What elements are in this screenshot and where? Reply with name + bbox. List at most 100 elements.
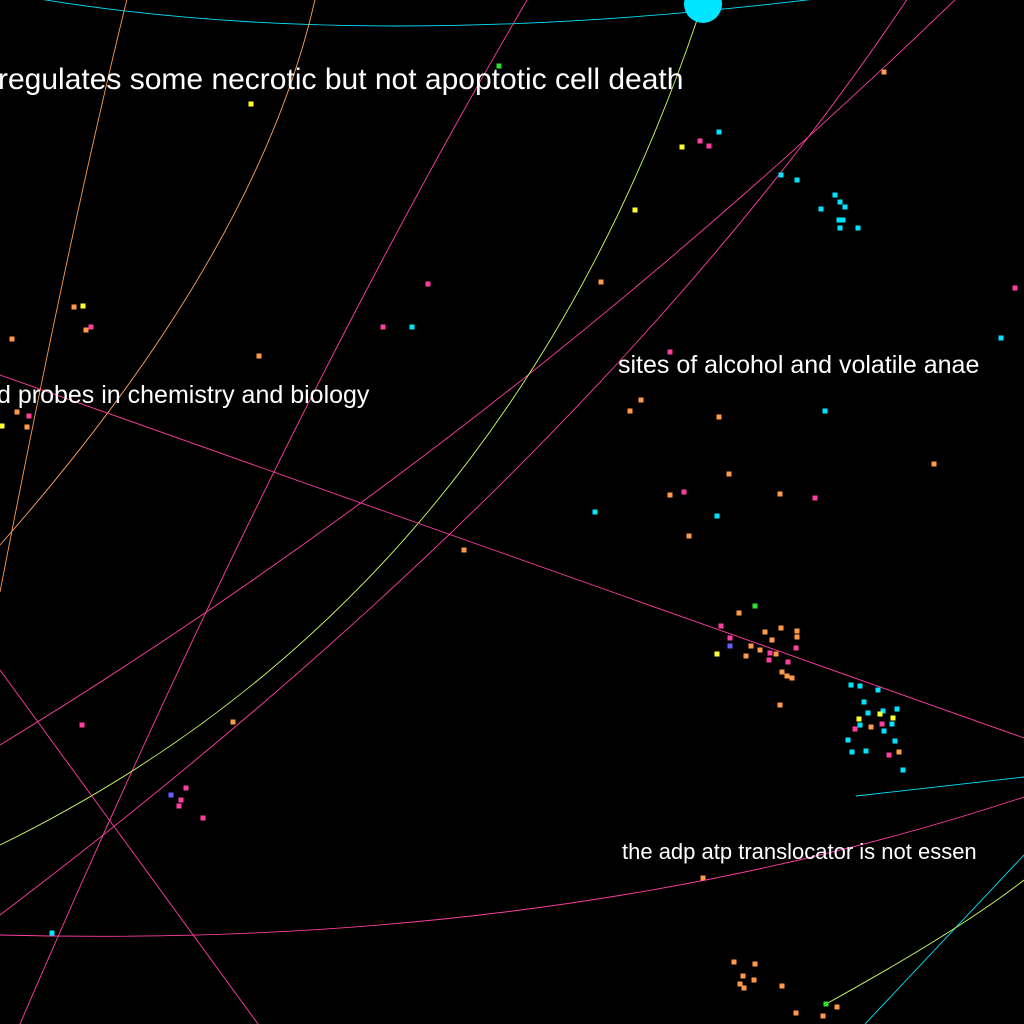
node-dot-100[interactable] (178, 797, 184, 803)
node-dot-101[interactable] (176, 803, 182, 809)
node-dot-74[interactable] (857, 683, 863, 689)
node-dot-45[interactable] (812, 495, 818, 501)
node-dot-95[interactable] (900, 767, 906, 773)
node-dot-115[interactable] (820, 1013, 826, 1019)
node-dot-106[interactable] (752, 961, 758, 967)
node-dot-56[interactable] (727, 635, 733, 641)
node-dot-47[interactable] (714, 513, 720, 519)
node-dot-58[interactable] (794, 634, 800, 640)
node-dot-91[interactable] (849, 749, 855, 755)
node-dot-26[interactable] (83, 327, 89, 333)
node-dot-103[interactable] (700, 875, 706, 881)
node-dot-37[interactable] (14, 409, 20, 415)
node-dot-42[interactable] (667, 492, 673, 498)
node-dot-64[interactable] (743, 653, 749, 659)
node-dot-34[interactable] (716, 414, 722, 420)
node-dot-99[interactable] (183, 785, 189, 791)
node-dot-11[interactable] (837, 199, 843, 205)
node-dot-7[interactable] (679, 144, 685, 150)
node-dot-96[interactable] (230, 719, 236, 725)
node-dot-46[interactable] (592, 509, 598, 515)
node-dot-76[interactable] (861, 699, 867, 705)
node-dot-15[interactable] (836, 217, 842, 223)
node-dot-79[interactable] (877, 711, 883, 717)
node-dot-87[interactable] (852, 726, 858, 732)
node-dot-69[interactable] (779, 669, 785, 675)
node-dot-81[interactable] (890, 715, 896, 721)
node-dot-44[interactable] (777, 491, 783, 497)
node-dot-24[interactable] (80, 303, 86, 309)
node-dot-50[interactable] (752, 603, 758, 609)
node-dot-30[interactable] (256, 353, 262, 359)
node-dot-48[interactable] (686, 533, 692, 539)
node-dot-107[interactable] (740, 973, 746, 979)
node-dot-35[interactable] (822, 408, 828, 414)
node-dot-88[interactable] (881, 728, 887, 734)
label-probes-chemistry-biology[interactable]: d probes in chemistry and biology (0, 381, 370, 409)
node-dot-83[interactable] (857, 722, 863, 728)
node-dot-94[interactable] (896, 749, 902, 755)
node-dot-39[interactable] (0, 423, 5, 429)
node-dot-68[interactable] (785, 659, 791, 665)
node-dot-40[interactable] (24, 424, 30, 430)
node-dot-54[interactable] (762, 629, 768, 635)
node-dot-18[interactable] (632, 207, 638, 213)
node-dot-105[interactable] (731, 959, 737, 965)
node-dot-20[interactable] (1012, 285, 1018, 291)
node-dot-51[interactable] (736, 610, 742, 616)
node-dot-108[interactable] (751, 977, 757, 983)
node-dot-66[interactable] (773, 651, 779, 657)
node-dot-93[interactable] (886, 752, 892, 758)
node-dot-114[interactable] (793, 1010, 799, 1016)
node-dot-77[interactable] (894, 706, 900, 712)
node-dot-53[interactable] (778, 625, 784, 631)
node-dot-90[interactable] (892, 738, 898, 744)
node-dot-72[interactable] (777, 702, 783, 708)
node-dot-110[interactable] (741, 985, 747, 991)
node-dot-67[interactable] (766, 657, 772, 663)
node-dot-38[interactable] (26, 413, 32, 419)
node-dot-5[interactable] (697, 138, 703, 144)
node-dot-75[interactable] (875, 687, 881, 693)
node-dot-82[interactable] (856, 716, 862, 722)
node-dot-27[interactable] (380, 324, 386, 330)
node-dot-32[interactable] (638, 397, 644, 403)
node-dot-2[interactable] (248, 101, 254, 107)
node-dot-31[interactable] (667, 349, 673, 355)
node-dot-55[interactable] (794, 628, 800, 634)
node-dot-16[interactable] (855, 225, 861, 231)
node-dot-109[interactable] (737, 981, 743, 987)
node-dot-104[interactable] (49, 930, 55, 936)
node-dot-73[interactable] (848, 682, 854, 688)
node-dot-3[interactable] (881, 69, 887, 75)
node-dot-10[interactable] (832, 192, 838, 198)
node-dot-89[interactable] (845, 737, 851, 743)
node-dot-85[interactable] (879, 721, 885, 727)
node-dot-25[interactable] (88, 324, 94, 330)
node-dot-113[interactable] (834, 1004, 840, 1010)
node-dot-41[interactable] (726, 471, 732, 477)
node-dot-97[interactable] (79, 722, 85, 728)
node-dot-112[interactable] (823, 1001, 829, 1007)
node-dot-33[interactable] (627, 408, 633, 414)
node-dot-84[interactable] (889, 721, 895, 727)
label-adp-atp-translocator[interactable]: the adp atp translocator is not essen (622, 839, 977, 864)
node-dot-111[interactable] (779, 983, 785, 989)
node-dot-62[interactable] (793, 645, 799, 651)
node-layer[interactable] (0, 63, 1018, 1019)
node-dot-8[interactable] (778, 172, 784, 178)
node-dot-70[interactable] (784, 673, 790, 679)
node-dot-57[interactable] (769, 637, 775, 643)
node-dot-86[interactable] (868, 724, 874, 730)
node-dot-92[interactable] (863, 748, 869, 754)
node-dot-21[interactable] (998, 335, 1004, 341)
label-necrotic-cell-death[interactable]: regulates some necrotic but not apoptoti… (0, 63, 683, 96)
node-dot-102[interactable] (200, 815, 206, 821)
label-alcohol-volatile-anaesthetic[interactable]: sites of alcohol and volatile anae (618, 351, 979, 379)
node-dot-6[interactable] (706, 143, 712, 149)
node-dot-65[interactable] (767, 650, 773, 656)
node-dot-71[interactable] (789, 675, 795, 681)
node-dot-22[interactable] (425, 281, 431, 287)
